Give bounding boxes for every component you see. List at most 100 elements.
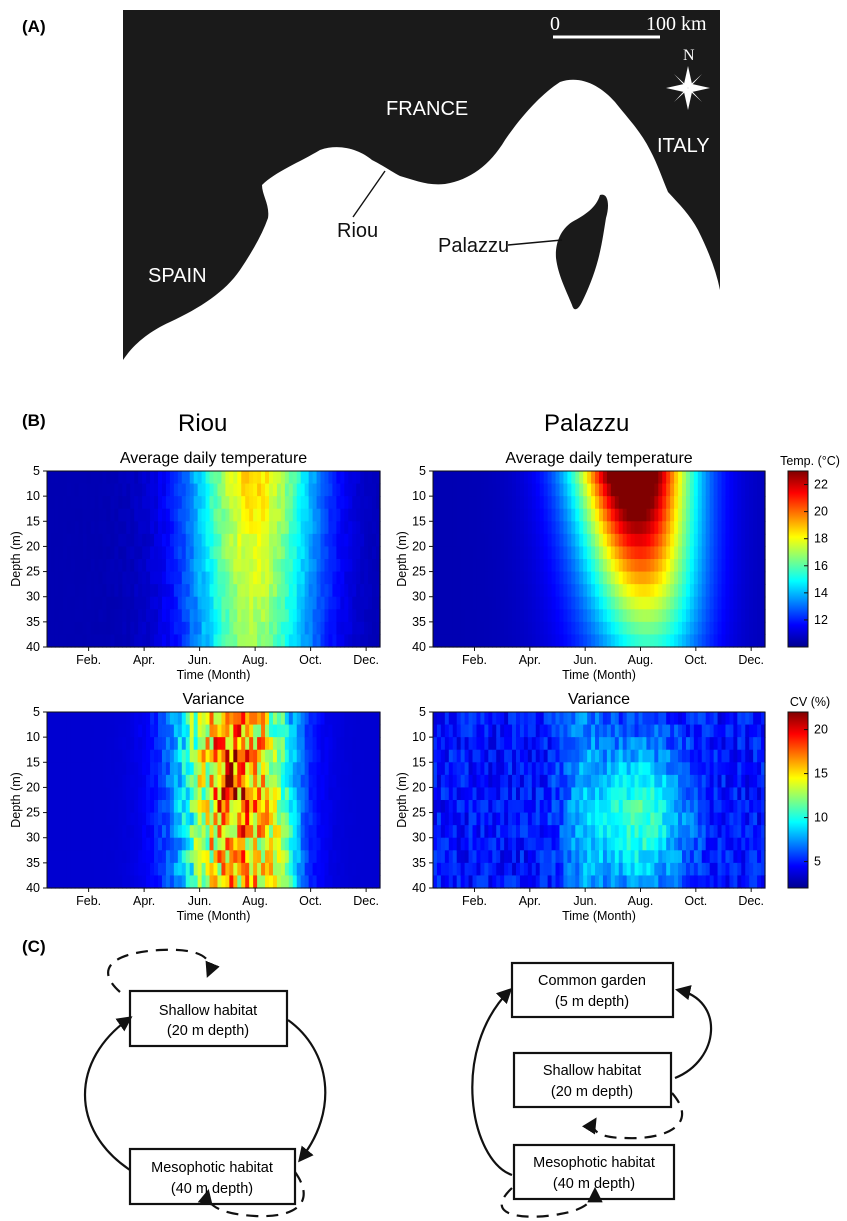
heatmap-cell [440,521,446,535]
heatmap-cell [757,483,762,497]
heatmap-cell [348,609,353,623]
heatmap-cell [741,634,746,648]
heatmap-cell [606,521,612,535]
heatmap-cell [82,483,88,497]
heatmap-cell [555,774,561,789]
heatmap-cell [86,787,92,801]
heatmap-cell [618,875,624,889]
heatmap-cell [296,621,302,636]
heatmap-cell [618,508,624,522]
heatmap-cell [253,774,258,789]
heatmap-cell [102,724,108,738]
heatmap-cell [753,609,758,623]
heatmap-cell [749,471,754,485]
heatmap-cell [265,596,270,610]
heatmap-cell [201,762,207,776]
heatmap-cell [547,749,553,763]
heatmap-cell [253,559,258,573]
heatmap-cell [98,812,104,826]
heatmap-cell [94,496,100,510]
heatmap-cell [689,471,695,485]
heatmap-cell [666,621,671,636]
heatmap-cell [221,837,226,851]
heatmap-cell [559,875,565,889]
heatmap-cell [217,634,223,648]
heatmap-cell [265,737,270,751]
heatmap-cell [440,837,446,851]
heatmap-cell [94,812,100,826]
heatmap-cell [602,521,608,535]
heatmap-cell [713,609,719,623]
heatmap-cell [654,800,659,814]
heatmap-cell [599,508,604,522]
heatmap-cell [376,571,381,585]
heatmap-cell [292,800,298,814]
heatmap-cell [492,634,497,648]
heatmap-cell [444,634,450,648]
heatmap-cell [122,837,127,851]
heatmap-cell [488,762,493,776]
heatmap-cell [241,621,246,636]
heatmap-cell [571,621,576,636]
heatmap-cell [272,584,278,598]
heatmap-cell [154,546,159,560]
heatmap-cell [344,596,349,610]
heatmap-cell [693,875,699,889]
heatmap-cell [705,724,711,738]
heatmap-cell [642,483,648,497]
heatmap-cell [571,634,576,648]
heatmap-cell [213,850,219,864]
heatmap-cell [372,634,377,648]
heatmap-cell [523,584,529,598]
heatmap-cell [142,787,147,801]
heatmap-cell [312,508,318,522]
heatmap-cell [118,712,123,726]
heatmap-cell [253,521,258,535]
heatmap-cell [102,774,108,789]
heatmap-cell [709,850,715,864]
heatmap-cell [440,621,446,636]
heatmap-cell [261,571,266,585]
heatmap-cell [169,724,175,738]
heatmap-cell [610,584,616,598]
heatmap-cell [328,749,334,763]
heatmap-cell [551,837,557,851]
heatmap-cell [344,825,349,839]
heatmap-cell [185,508,191,522]
heatmap-cell [177,471,183,485]
heatmap-cell [476,812,482,826]
heatmap-cell [368,471,373,485]
heatmap-cell [47,471,52,485]
heatmap-cell [713,533,719,548]
heatmap-cell [678,800,683,814]
heatmap-cell [757,521,762,535]
heatmap-cell [340,862,345,877]
heatmap-cell [138,837,143,851]
heatmap-cell [472,521,478,535]
heatmap-cell [729,533,734,548]
heatmap-cell [360,762,365,776]
heatmap-cell [638,825,644,839]
heatmap-cell [689,634,695,648]
heatmap-cell [587,737,592,751]
heatmap-cell [368,609,373,623]
heatmap-cell [257,875,262,889]
heatmap-cell [372,712,377,726]
heatmap-cell [713,862,719,877]
heatmap-cell [444,584,450,598]
heatmap-cell [102,749,108,763]
heatmap-cell [658,712,663,726]
heatmap-cell [130,837,135,851]
heatmap-cell [161,850,167,864]
heatmap-cell [741,800,746,814]
heatmap-cell [276,825,282,839]
heatmap-cell [670,609,675,623]
heatmap-cell [245,712,250,726]
heatmap-cell [480,850,485,864]
heatmap-cell [717,634,723,648]
heatmap-cell [571,546,576,560]
heatmap-cell [539,800,545,814]
heatmap-cell [114,800,119,814]
heatmap-cell [257,559,262,573]
heatmap-cell [332,837,337,851]
